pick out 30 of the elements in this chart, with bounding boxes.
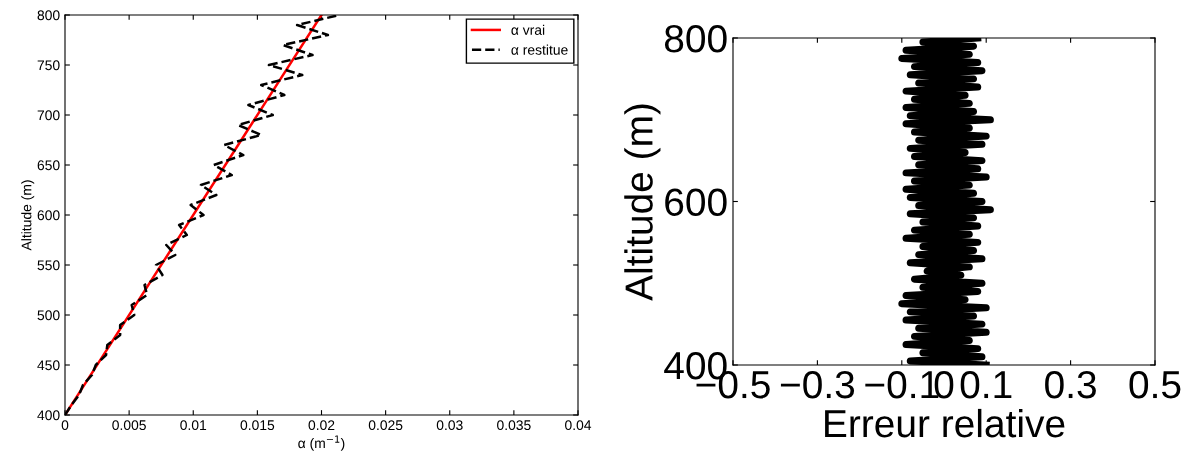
y-tick-label: 400	[37, 410, 60, 421]
y-tick-label: 800	[664, 24, 727, 53]
y-tick-label: 600	[665, 188, 727, 216]
x-tick-label: 0.015	[240, 420, 275, 431]
x-tick-label: 0.3	[1045, 370, 1096, 399]
y-axis-title: Altitude (m)	[624, 104, 661, 301]
legend-label: α restitue	[511, 44, 568, 55]
y-tick-label: 650	[37, 160, 60, 171]
x-tick-label: 0.02	[308, 420, 335, 431]
x-tick-label: 0.035	[497, 420, 531, 431]
x-tick-label: 0.03	[436, 420, 463, 431]
y-tick-label: 500	[37, 310, 60, 321]
x-axis-title: α (m$^{−1}$)	[298, 435, 345, 451]
y-tick-label: 750	[37, 60, 60, 71]
legend-label: α vrai	[511, 24, 545, 35]
y-tick-label: 700	[37, 110, 60, 121]
x-tick-label: −0.3	[780, 370, 855, 399]
x-tick-label: 0.01	[180, 420, 207, 431]
y-axis-title: Altitude (m)	[21, 180, 35, 251]
x-tick-label: 0.005	[112, 420, 146, 431]
x-axis-title: Erreur relative	[825, 408, 1065, 438]
x-tick-label: 0.04	[565, 420, 592, 431]
y-tick-label: 550	[37, 260, 60, 271]
y-tick-label: 450	[37, 360, 60, 371]
x-tick-label: 0.5	[1129, 370, 1181, 399]
x-tick-label: 0.1	[960, 370, 1012, 399]
y-tick-label: 600	[37, 210, 60, 221]
x-tick-label: 0	[61, 420, 69, 431]
y-tick-label: 800	[37, 10, 60, 21]
x-tick-label: 0.025	[368, 420, 403, 431]
